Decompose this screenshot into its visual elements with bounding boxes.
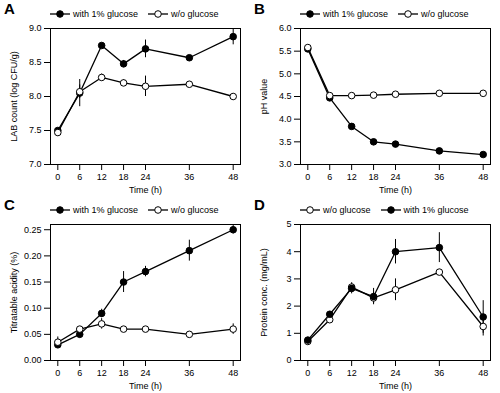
html-text:with 1% glucose: with 1% glucose: [403, 205, 469, 215]
svg-text:24: 24: [390, 368, 400, 378]
svg-text:24: 24: [140, 172, 150, 182]
svg-text:36: 36: [184, 368, 194, 378]
html-text:A: A: [4, 0, 15, 17]
html-text:D: D: [254, 196, 265, 213]
html-text:w/o glucose: w/o glucose: [171, 205, 219, 215]
svg-text:5.0: 5.0: [279, 69, 292, 79]
html-text:with 1% glucose: with 1% glucose: [73, 9, 138, 19]
svg-text:Time (h): Time (h): [129, 381, 162, 391]
svg-text:24: 24: [390, 172, 400, 182]
svg-text:0.15: 0.15: [24, 277, 42, 287]
svg-text:4.5: 4.5: [279, 91, 292, 101]
svg-text:2: 2: [286, 301, 291, 311]
svg-text:12: 12: [347, 172, 357, 182]
svg-text:6: 6: [327, 172, 332, 182]
svg-text:18: 18: [119, 368, 129, 378]
svg-text:18: 18: [369, 368, 379, 378]
svg-text:0.20: 0.20: [24, 251, 42, 261]
svg-text:Titratable acidity (%): Titratable acidity (%): [9, 252, 19, 334]
svg-text:36: 36: [434, 172, 444, 182]
svg-text:24: 24: [140, 368, 150, 378]
svg-text:3.5: 3.5: [279, 137, 292, 147]
svg-text:pH value: pH value: [259, 79, 269, 115]
svg-text:6: 6: [327, 368, 332, 378]
svg-text:12: 12: [97, 368, 107, 378]
svg-text:0: 0: [305, 172, 310, 182]
svg-text:Time (h): Time (h): [129, 185, 162, 195]
svg-text:6: 6: [77, 368, 82, 378]
svg-text:Protein conc. (mg/mL): Protein conc. (mg/mL): [259, 248, 269, 337]
svg-text:18: 18: [369, 172, 379, 182]
svg-text:8.5: 8.5: [29, 57, 42, 67]
svg-text:18: 18: [119, 172, 129, 182]
svg-text:12: 12: [347, 368, 357, 378]
svg-text:48: 48: [228, 172, 238, 182]
svg-text:12: 12: [97, 172, 107, 182]
svg-text:Time (h): Time (h): [379, 185, 412, 195]
html-text:with 1% glucose: with 1% glucose: [73, 205, 138, 215]
svg-text:0: 0: [55, 172, 60, 182]
svg-text:48: 48: [478, 172, 488, 182]
svg-text:5: 5: [286, 219, 291, 229]
svg-text:Time (h): Time (h): [379, 381, 412, 391]
html-text:w/o glucose: w/o glucose: [171, 9, 219, 19]
svg-text:3: 3: [286, 274, 291, 284]
svg-text:9.0: 9.0: [29, 23, 42, 33]
html-text:C: C: [4, 196, 15, 213]
svg-text:0.25: 0.25: [24, 225, 42, 235]
svg-text:8.0: 8.0: [29, 91, 42, 101]
svg-text:1: 1: [286, 328, 291, 338]
svg-text:0.05: 0.05: [24, 329, 42, 339]
svg-text:36: 36: [434, 368, 444, 378]
svg-text:36: 36: [184, 172, 194, 182]
svg-text:5.5: 5.5: [279, 46, 292, 56]
svg-text:48: 48: [228, 368, 238, 378]
svg-text:4: 4: [286, 247, 291, 257]
svg-text:0: 0: [286, 355, 291, 365]
svg-text:0.10: 0.10: [24, 303, 42, 313]
html-text:w/o glucose: w/o glucose: [421, 9, 469, 19]
svg-text:6.0: 6.0: [279, 23, 292, 33]
svg-text:0.00: 0.00: [24, 355, 42, 365]
svg-text:3.0: 3.0: [279, 159, 292, 169]
html-text:with 1% glucose: with 1% glucose: [323, 9, 388, 19]
svg-text:0: 0: [305, 368, 310, 378]
svg-text:4.0: 4.0: [279, 114, 292, 124]
svg-text:7.0: 7.0: [29, 159, 42, 169]
svg-text:0: 0: [55, 368, 60, 378]
svg-text:LAB count (log CFU/g): LAB count (log CFU/g): [9, 51, 19, 142]
html-text:w/o glucose: w/o glucose: [323, 205, 371, 215]
html-text:B: B: [254, 0, 265, 17]
svg-text:6: 6: [77, 172, 82, 182]
svg-text:48: 48: [478, 368, 488, 378]
svg-text:7.5: 7.5: [29, 125, 42, 135]
